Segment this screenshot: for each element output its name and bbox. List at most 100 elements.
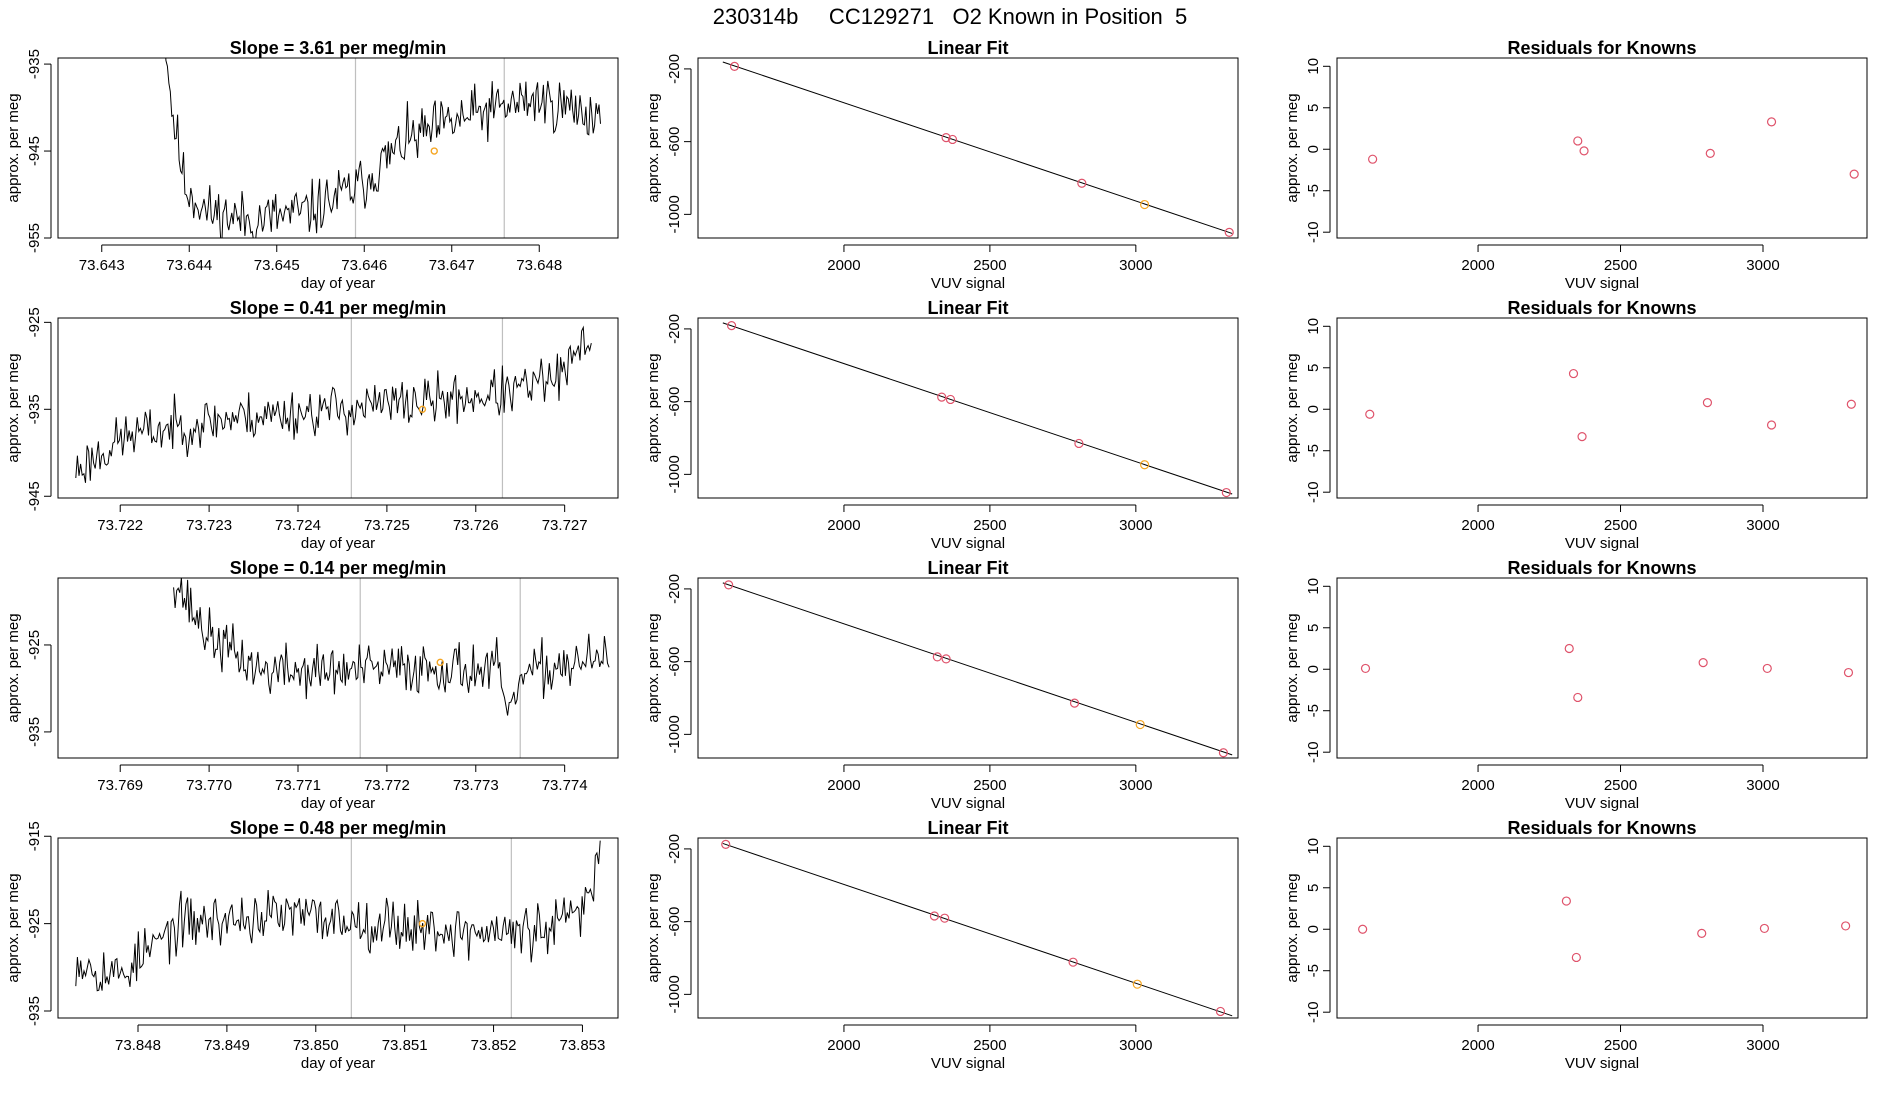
data-point [1577, 432, 1587, 442]
y-axis-label: approx. per meg [5, 613, 22, 722]
y-tick-label: -915 [26, 821, 43, 851]
x-tick-label: 2500 [1604, 1037, 1637, 1054]
data-point [937, 392, 947, 402]
y-tick-label: -600 [666, 387, 683, 417]
fit-line [722, 842, 1233, 1017]
plot-area [75, 838, 601, 1018]
x-tick-label: 73.774 [542, 777, 588, 794]
data-point [1573, 136, 1583, 146]
y-tick-label: 10 [1305, 838, 1322, 855]
panel-12: Residuals for Knowns 2000 2500 3000 VUV sign… [1284, 818, 1868, 1072]
plot-area [1360, 643, 1854, 703]
y-tick-label: 0 [1305, 925, 1322, 933]
y-tick-label: 5 [1305, 624, 1322, 632]
data-point [1139, 199, 1150, 210]
panel-11: Linear Fit 2000 2500 3000 VUV signal -200 -600… [645, 818, 1239, 1072]
plot-area [722, 580, 1233, 758]
data-point [1766, 420, 1777, 430]
y-tick-label: 5 [1305, 884, 1322, 892]
data-series-line [75, 840, 601, 992]
data-point [1849, 169, 1859, 179]
panel-3: Residuals for Knowns 2000 2500 3000 VUV sign… [1284, 38, 1868, 292]
data-point [1579, 146, 1589, 156]
y-tick-label: -935 [26, 717, 43, 747]
y-tick-label: -200 [666, 314, 683, 344]
y-tick-label: 5 [1305, 364, 1322, 372]
x-tick-label: 2000 [827, 777, 860, 794]
y-tick-label: -5 [1305, 444, 1322, 457]
x-tick-label: 3000 [1746, 777, 1779, 794]
panel-title: Residuals for Knowns [1507, 298, 1696, 318]
x-tick-label: 73.848 [115, 1037, 161, 1054]
data-point [1698, 658, 1708, 668]
x-axis-label: VUV signal [1565, 275, 1639, 292]
y-tick-label: -925 [26, 630, 43, 660]
x-tick-label: 2500 [973, 1037, 1006, 1054]
y-tick-label: -600 [666, 647, 683, 677]
data-point [1705, 148, 1715, 158]
x-tick-label: 73.850 [293, 1037, 339, 1054]
panel-title: Slope = 0.14 per meg/min [230, 558, 447, 578]
y-tick-label: 10 [1305, 578, 1322, 595]
x-tick-label: 73.645 [254, 257, 300, 274]
y-tick-label: -935 [26, 394, 43, 424]
y-tick-label: -1000 [666, 975, 683, 1013]
highlight-point [436, 658, 444, 667]
data-point [1759, 923, 1770, 934]
plot-frame [697, 577, 1239, 759]
x-tick-label: 2000 [827, 1037, 860, 1054]
x-tick-label: 73.643 [79, 257, 125, 274]
data-point [1135, 719, 1145, 730]
panel-title: Linear Fit [927, 38, 1008, 58]
x-tick-label: 2000 [1461, 517, 1494, 534]
data-series-line [165, 58, 601, 238]
data-point [1069, 698, 1080, 708]
y-tick-label: -1000 [666, 715, 683, 753]
data-point [1846, 399, 1856, 409]
x-tick-label: 2000 [1461, 1037, 1494, 1054]
y-axis-label: approx. per meg [645, 873, 662, 982]
y-axis-label: approx. per meg [1284, 873, 1301, 982]
x-tick-label: 2000 [1461, 777, 1494, 794]
data-point [1702, 398, 1713, 408]
x-tick-label: 2500 [1604, 777, 1637, 794]
x-axis-label: VUV signal [1565, 795, 1639, 812]
y-axis-label: approx. per meg [5, 353, 22, 462]
y-tick-label: -10 [1305, 741, 1322, 763]
x-tick-label: 73.769 [97, 777, 143, 794]
x-tick-label: 73.648 [516, 257, 562, 274]
panel-title: Slope = 3.61 per meg/min [230, 38, 447, 58]
x-axis-label: VUV signal [1565, 535, 1639, 552]
y-tick-label: -945 [26, 136, 43, 166]
data-point [1561, 896, 1571, 906]
plot-frame [697, 837, 1239, 1019]
data-point [1221, 487, 1231, 498]
x-axis-label: VUV signal [931, 1055, 1005, 1072]
highlight-point [430, 147, 438, 155]
x-tick-label: 73.773 [453, 777, 499, 794]
x-tick-label: 73.852 [471, 1037, 517, 1054]
y-tick-label: -925 [26, 307, 43, 337]
y-tick-label: -10 [1305, 481, 1322, 503]
x-tick-label: 73.770 [186, 777, 232, 794]
data-point [1571, 952, 1581, 963]
highlight-point [418, 405, 427, 414]
data-point [1568, 368, 1579, 379]
data-point [1841, 921, 1851, 931]
panel-5: Linear Fit 2000 2500 3000 VUV signal -200 -600… [645, 298, 1239, 552]
data-point [1697, 928, 1707, 938]
data-point [1365, 409, 1375, 419]
y-tick-label: -5 [1305, 704, 1322, 717]
y-tick-label: -1000 [666, 455, 683, 493]
x-tick-label: 73.646 [341, 257, 387, 274]
data-point [1573, 692, 1583, 703]
data-point [940, 913, 950, 923]
data-point [941, 654, 951, 664]
y-axis-label: approx. per meg [1284, 93, 1301, 202]
data-point [1358, 924, 1368, 934]
x-tick-label: 3000 [1119, 517, 1152, 534]
panel-9: Residuals for Knowns 2000 2500 3000 VUV sign… [1284, 558, 1868, 812]
x-tick-label: 73.723 [186, 517, 232, 534]
x-tick-label: 2500 [973, 257, 1006, 274]
x-tick-label: 2500 [1604, 517, 1637, 534]
